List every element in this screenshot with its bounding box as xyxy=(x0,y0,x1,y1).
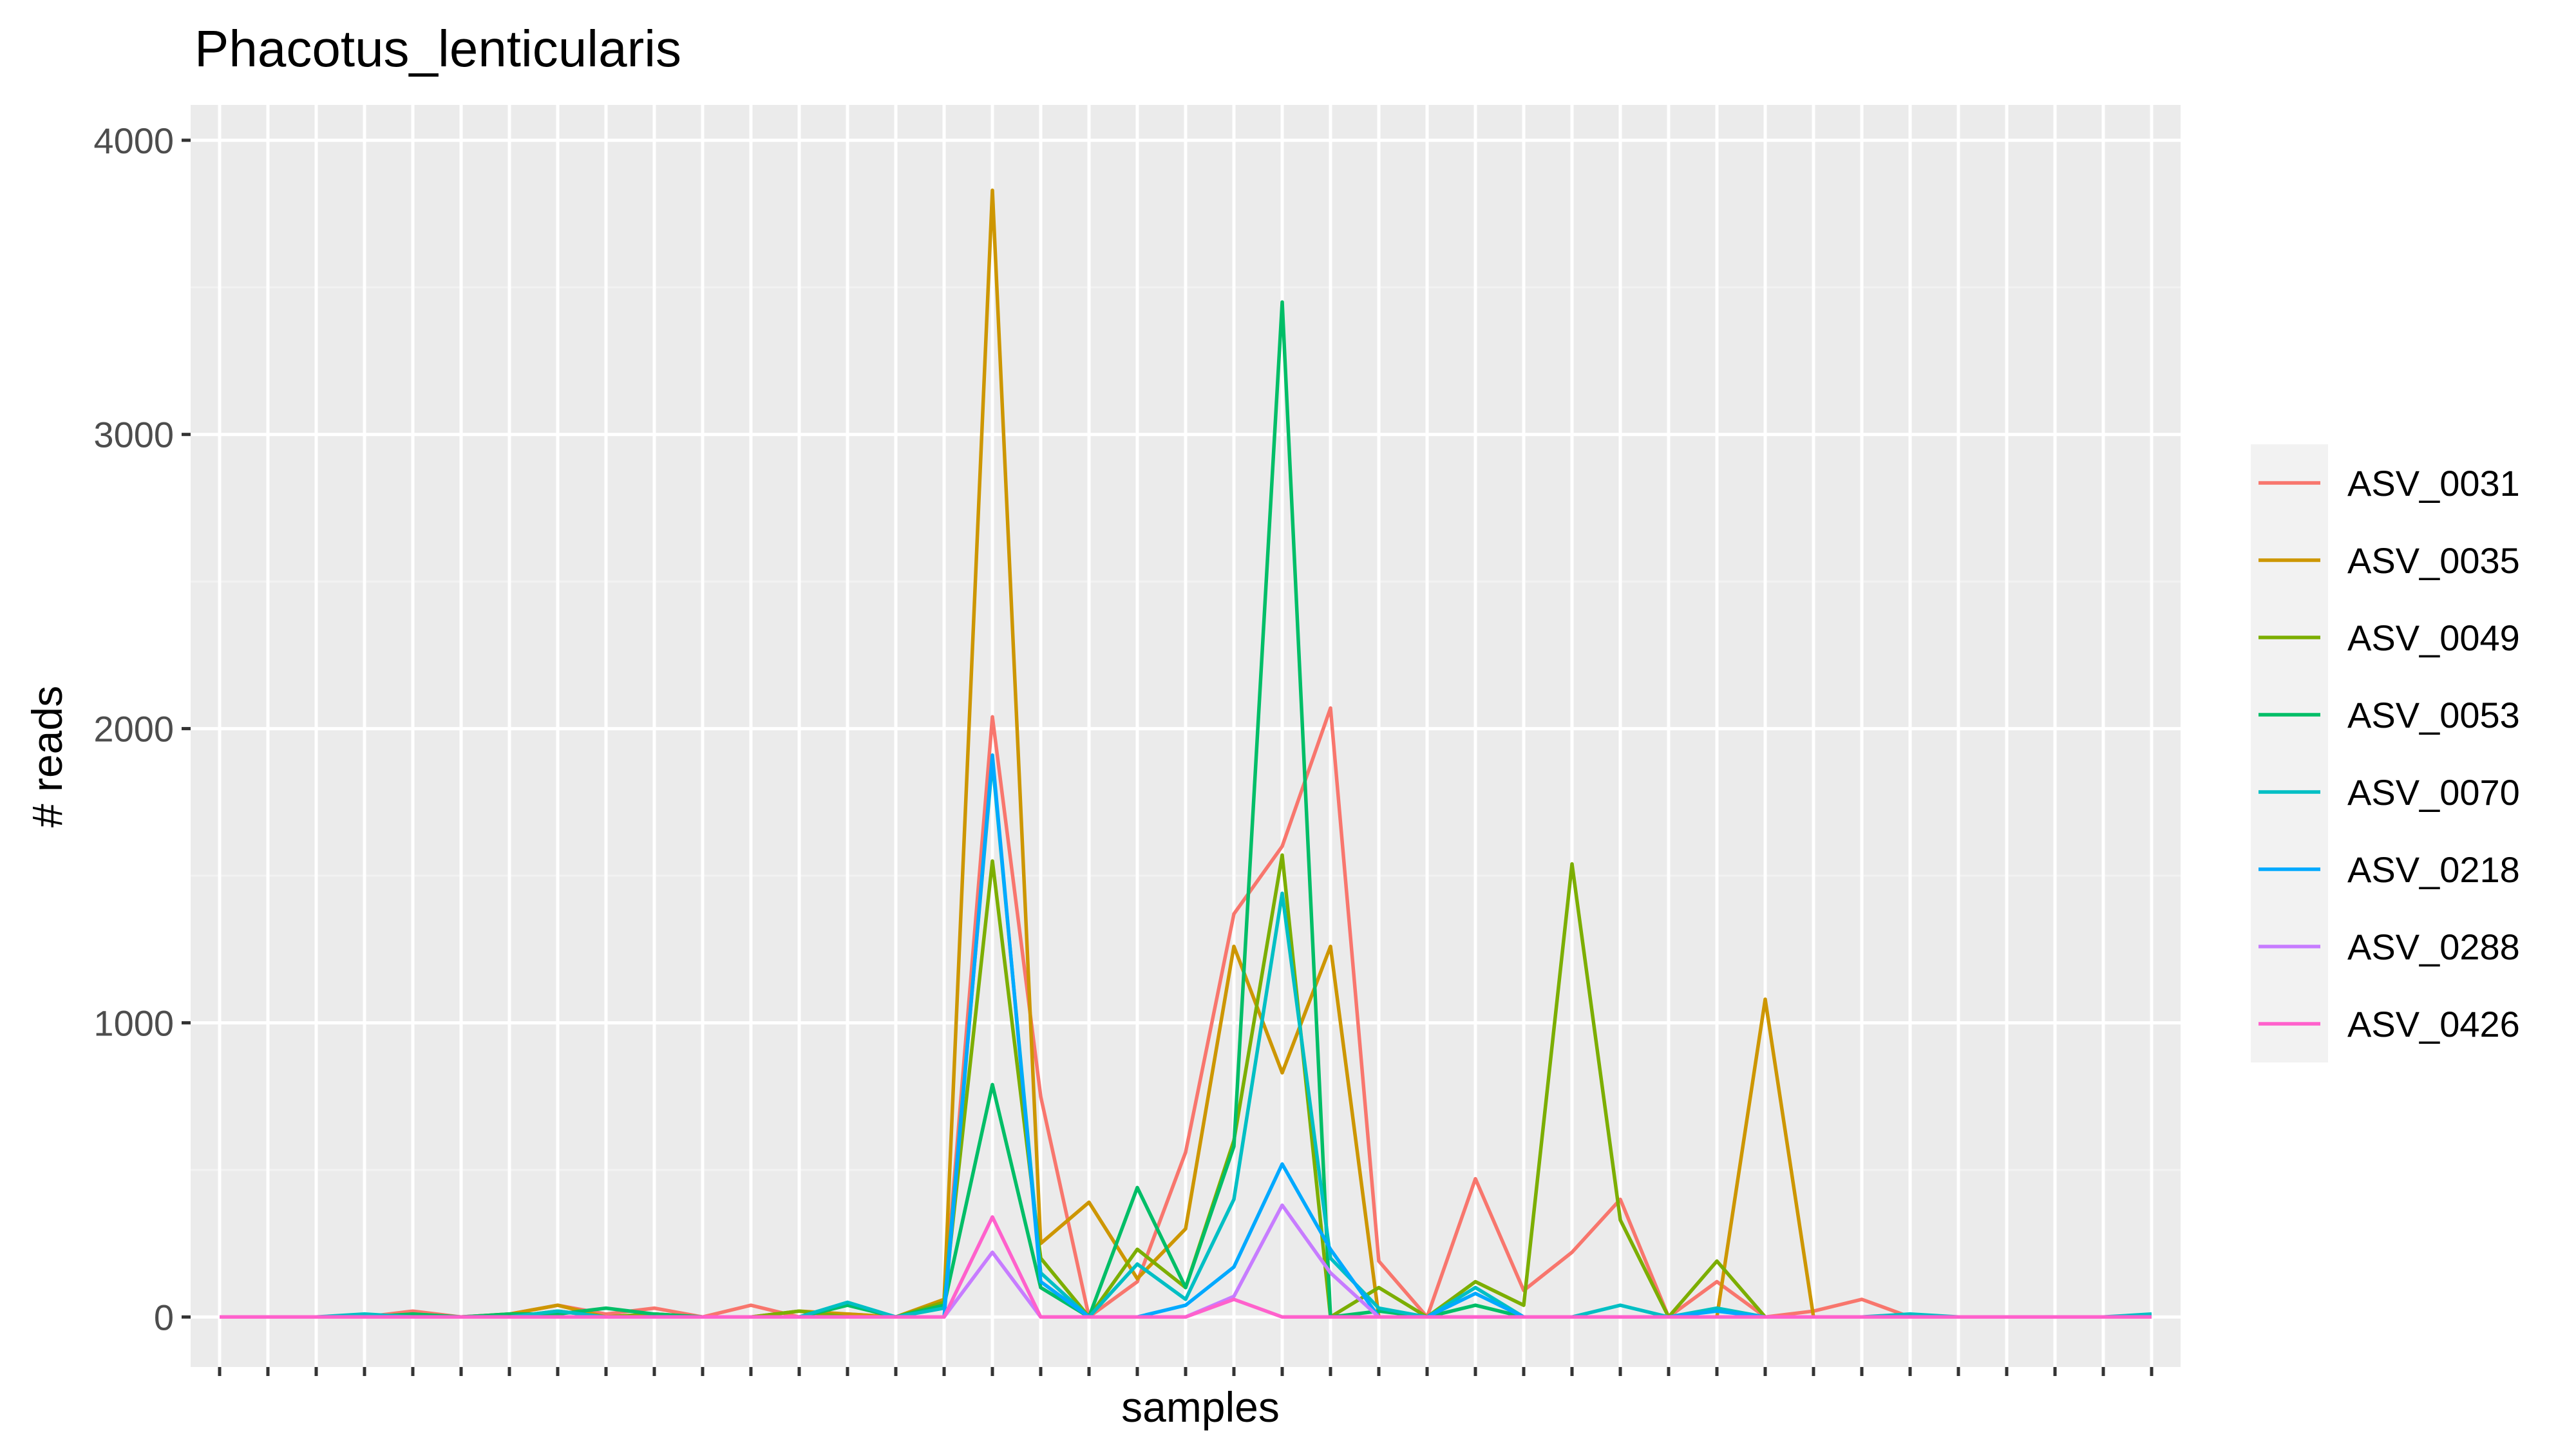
legend-item: ASV_0035 xyxy=(2251,522,2520,599)
series-ASV_0426 xyxy=(220,1215,2152,1319)
legend-item: ASV_0070 xyxy=(2251,753,2520,831)
legend-label: ASV_0053 xyxy=(2347,695,2520,735)
y-axis: 0 1000 2000 3000 4000 xyxy=(93,120,191,1337)
chart-title: Phacotus_lenticularis xyxy=(194,20,681,77)
legend-label: ASV_0035 xyxy=(2347,540,2520,581)
legend: ASV_0031 ASV_0035 ASV_0049 ASV_0053 ASV_0070… xyxy=(2251,438,2520,1069)
series-lines xyxy=(220,188,2152,1319)
legend-item: ASV_0218 xyxy=(2251,831,2520,908)
legend-item: ASV_0053 xyxy=(2251,676,2520,753)
legend-label: ASV_0070 xyxy=(2347,772,2520,813)
series-line xyxy=(220,1215,2152,1319)
legend-label: ASV_0426 xyxy=(2347,1004,2520,1044)
legend-label: ASV_0218 xyxy=(2347,849,2520,890)
x-axis-title: samples xyxy=(1121,1383,1280,1431)
x-axis xyxy=(218,1367,2154,1376)
legend-label: ASV_0049 xyxy=(2347,618,2520,658)
legend-label: ASV_0288 xyxy=(2347,927,2520,967)
y-tick-label: 2000 xyxy=(93,709,174,750)
y-axis-title: # reads xyxy=(23,686,71,827)
y-tick-label: 1000 xyxy=(93,1003,174,1043)
legend-item: ASV_0049 xyxy=(2251,599,2520,676)
y-tick-label: 4000 xyxy=(93,120,174,161)
legend-item: ASV_0288 xyxy=(2251,908,2520,985)
y-tick-label: 0 xyxy=(154,1297,174,1337)
legend-item: ASV_0426 xyxy=(2251,985,2520,1062)
legend-item: ASV_0031 xyxy=(2251,444,2520,522)
legend-label: ASV_0031 xyxy=(2347,463,2520,504)
plot-panel xyxy=(191,105,2181,1367)
y-tick-label: 3000 xyxy=(93,415,174,455)
